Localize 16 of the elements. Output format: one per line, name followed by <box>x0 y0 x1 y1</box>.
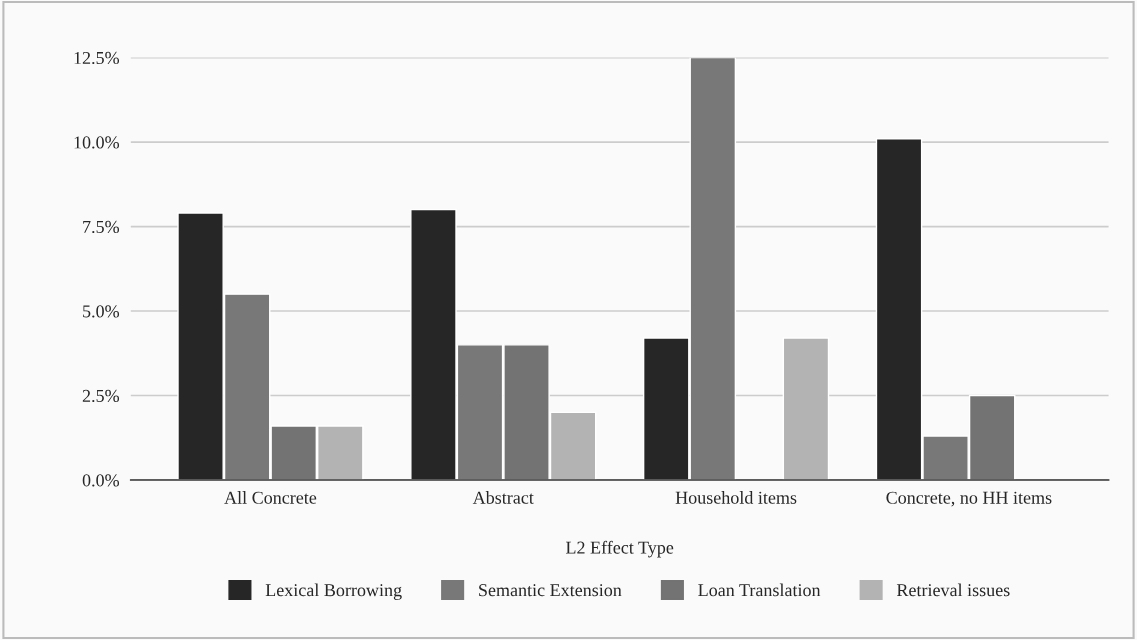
legend-label: Semantic Extension <box>479 584 622 597</box>
y-tick-label: 7.5% <box>83 220 120 234</box>
legend-label: Retrieval issues <box>896 583 1010 597</box>
y-tick-label: 12.5% <box>74 51 120 65</box>
bar <box>782 337 830 480</box>
y-tick-label: 5.0% <box>83 305 120 318</box>
x-axis-title: L2 Effect Type <box>565 540 674 558</box>
legend-label: Lexical Borrowing <box>265 583 402 600</box>
y-tick-label: 2.5% <box>82 389 120 403</box>
y-tick-label: 10.0% <box>74 136 120 149</box>
x-tick-label: Abstract <box>472 491 534 504</box>
x-tick-label: Household items <box>675 491 797 504</box>
legend-label: Loan Translation <box>698 583 821 597</box>
y-tick-label: 0.0% <box>82 474 120 487</box>
x-tick-label: All Concrete <box>224 491 317 504</box>
x-tick-label: Concrete, no HH items <box>886 491 1052 507</box>
